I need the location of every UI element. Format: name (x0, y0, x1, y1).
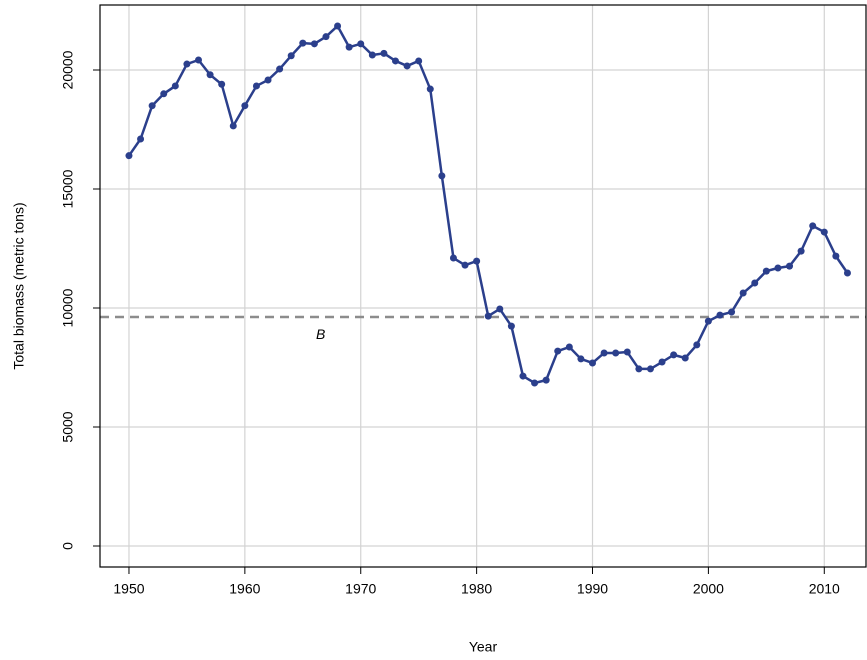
data-point (449, 254, 457, 262)
data-point (183, 60, 191, 68)
data-point (345, 43, 353, 51)
data-point (635, 365, 643, 373)
x-tick-label: 1980 (461, 581, 492, 597)
data-point (438, 172, 446, 180)
data-point (670, 351, 678, 359)
data-point (380, 49, 388, 57)
data-point (739, 289, 747, 297)
x-tick-label: 1990 (577, 581, 608, 597)
data-point (334, 22, 342, 30)
data-point (832, 252, 840, 260)
data-point (241, 102, 249, 110)
data-line (127, 24, 849, 385)
data-point (797, 247, 805, 255)
x-axis-label: Year (469, 639, 498, 655)
data-point (171, 82, 179, 90)
x-tick-label: 1950 (113, 581, 144, 597)
data-point (252, 82, 260, 90)
data-point (623, 348, 631, 356)
data-point (646, 365, 654, 373)
data-point (507, 322, 515, 330)
data-point (125, 152, 133, 160)
data-point (276, 65, 284, 73)
data-point (206, 71, 214, 79)
data-point (542, 376, 550, 384)
data-point (728, 308, 736, 316)
data-point (322, 33, 330, 41)
data-point (496, 305, 504, 313)
data-point (589, 359, 597, 367)
data-point (218, 80, 226, 88)
x-tick-label: 2000 (693, 581, 724, 597)
data-point (704, 317, 712, 325)
data-point (426, 85, 434, 93)
data-point (484, 312, 492, 320)
data-point (751, 279, 759, 287)
reference-label: B (316, 326, 325, 342)
data-point (264, 76, 272, 84)
data-point (299, 39, 307, 47)
data-point (461, 261, 469, 269)
x-tick-label: 1960 (229, 581, 260, 597)
data-point (148, 102, 156, 110)
data-point (612, 349, 620, 357)
data-point (809, 222, 817, 230)
data-point (357, 40, 365, 48)
data-point (577, 355, 585, 363)
y-tick-label: 0 (60, 542, 76, 550)
data-point (473, 257, 481, 265)
data-point (600, 349, 608, 357)
data-point (716, 311, 724, 319)
data-point (681, 354, 689, 362)
data-point (786, 262, 794, 270)
data-point (693, 341, 701, 349)
data-point (774, 264, 782, 272)
data-point (403, 62, 411, 70)
data-point (368, 51, 376, 59)
data-point (160, 90, 168, 98)
reference-label-main: B (316, 326, 325, 342)
y-tick-label: 5000 (60, 411, 76, 442)
x-tick-label: 2010 (809, 581, 840, 597)
data-point (843, 269, 851, 277)
data-point (565, 343, 573, 351)
y-tick-label: 10000 (60, 288, 76, 327)
plot-frame (99, 4, 867, 568)
data-point (392, 57, 400, 65)
data-point (415, 57, 423, 65)
data-point (137, 135, 145, 143)
x-tick-label: 1970 (345, 581, 376, 597)
data-point (531, 379, 539, 387)
data-point (658, 358, 666, 366)
y-tick-label: 20000 (60, 50, 76, 89)
y-axis-label: Total biomass (metric tons) (11, 202, 27, 369)
data-point (519, 372, 527, 380)
data-point (310, 40, 318, 48)
y-tick-label: 15000 (60, 169, 76, 208)
data-point (820, 228, 828, 236)
data-point (554, 347, 562, 355)
data-point (762, 267, 770, 275)
data-point (195, 56, 203, 64)
data-point (287, 52, 295, 60)
data-point (229, 122, 237, 130)
